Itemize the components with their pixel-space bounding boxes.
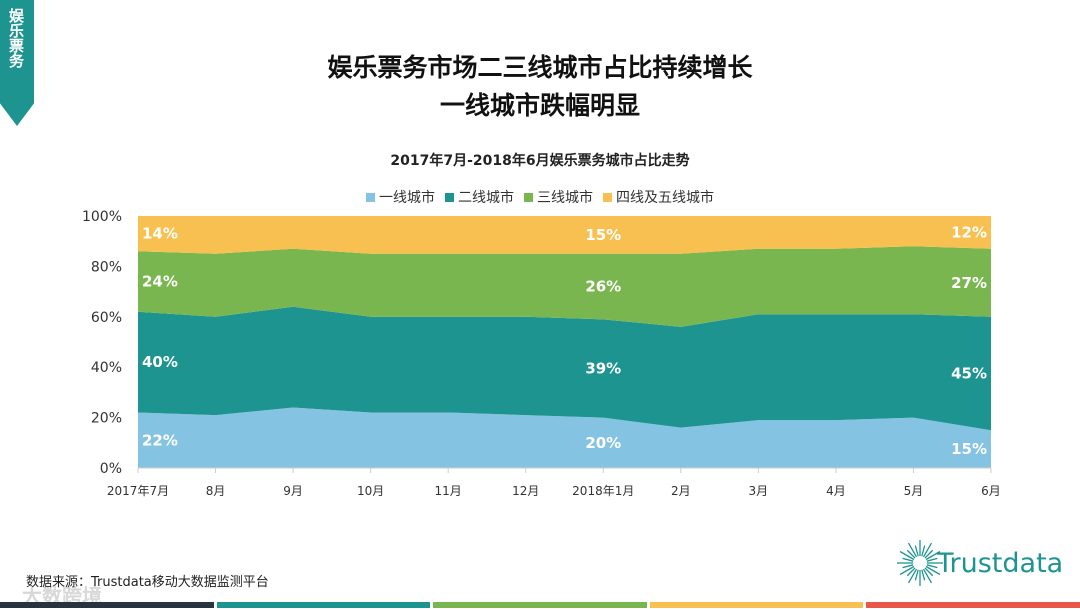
y-tick-label: 100% bbox=[82, 209, 122, 225]
x-tick-label: 4月 bbox=[826, 484, 846, 498]
data-label: 14% bbox=[142, 225, 178, 243]
y-tick-label: 20% bbox=[91, 411, 122, 427]
page-title: 娱乐票务市场二三线城市占比持续增长 bbox=[327, 53, 753, 82]
legend-label: 一线城市 bbox=[379, 190, 435, 206]
legend-label: 三线城市 bbox=[537, 190, 593, 206]
data-label: 20% bbox=[585, 434, 621, 452]
legend-item: 一线城市 bbox=[366, 187, 435, 207]
legend-label: 四线及五线城市 bbox=[616, 190, 714, 206]
trustdata-logo: Trustdata bbox=[895, 538, 1063, 588]
x-tick-label: 6月 bbox=[981, 484, 1001, 498]
y-tick-label: 60% bbox=[91, 310, 122, 326]
data-label: 12% bbox=[951, 223, 987, 241]
x-tick-label: 5月 bbox=[904, 484, 924, 498]
legend-item: 二线城市 bbox=[445, 187, 514, 207]
page-title-line2: 一线城市跌幅明显 bbox=[439, 91, 640, 120]
legend: 一线城市 二线城市 三线城市 四线及五线城市 bbox=[0, 187, 1080, 207]
x-tick-label: 2017年7月 bbox=[107, 484, 169, 498]
data-label: 15% bbox=[585, 226, 621, 244]
x-tick-label: 8月 bbox=[206, 484, 226, 498]
data-label: 39% bbox=[585, 359, 621, 377]
data-label: 26% bbox=[585, 278, 621, 296]
color-bar bbox=[433, 602, 647, 608]
color-bar bbox=[866, 602, 1080, 608]
stacked-area-chart: 0% 20% 40% 60% 80% 100% 2017年7月 8月 9月 10月 11月 12月 20… bbox=[82, 209, 1001, 498]
data-label: 15% bbox=[951, 440, 987, 458]
data-label: 45% bbox=[951, 365, 987, 383]
area-2 bbox=[138, 306, 991, 431]
legend-item: 四线及五线城市 bbox=[603, 187, 714, 207]
x-tick-label: 12月 bbox=[512, 484, 539, 498]
footer-color-bars bbox=[0, 602, 1080, 608]
sunburst-icon bbox=[897, 540, 943, 586]
x-tick-label: 2018年1月 bbox=[572, 484, 634, 498]
color-bar bbox=[649, 602, 864, 608]
x-tick-label: 11月 bbox=[435, 484, 462, 498]
legend-label: 二线城市 bbox=[458, 190, 514, 206]
legend-swatch bbox=[445, 192, 454, 202]
y-tick-label: 80% bbox=[91, 259, 122, 275]
color-bar bbox=[216, 602, 431, 608]
logo-text: Trustdata bbox=[937, 547, 1064, 579]
y-tick-label: 40% bbox=[91, 360, 122, 376]
y-tick-label: 0% bbox=[100, 461, 122, 477]
legend-item: 三线城市 bbox=[524, 187, 593, 207]
area-4 bbox=[138, 216, 991, 254]
data-label: 22% bbox=[142, 431, 178, 449]
side-tab: 娱乐票务 bbox=[0, 0, 34, 126]
x-tick-label: 2月 bbox=[671, 484, 691, 498]
chart-title: 2017年7月-2018年6月娱乐票务城市占比走势 bbox=[390, 153, 690, 169]
color-bar bbox=[0, 602, 214, 608]
data-label: 27% bbox=[951, 274, 987, 292]
data-label: 24% bbox=[142, 273, 178, 291]
legend-swatch bbox=[603, 192, 612, 202]
source-note: 数据来源：Trustdata移动大数据监测平台 bbox=[26, 575, 269, 590]
side-tab-label: 娱乐票务 bbox=[7, 8, 25, 68]
legend-swatch bbox=[366, 192, 375, 202]
data-label: 40% bbox=[142, 353, 178, 371]
area-3 bbox=[138, 246, 991, 327]
x-tick-label: 10月 bbox=[357, 484, 384, 498]
x-tick-label: 3月 bbox=[749, 484, 769, 498]
x-tick-label: 9月 bbox=[283, 484, 303, 498]
legend-swatch bbox=[524, 192, 533, 202]
area-1 bbox=[138, 407, 991, 468]
